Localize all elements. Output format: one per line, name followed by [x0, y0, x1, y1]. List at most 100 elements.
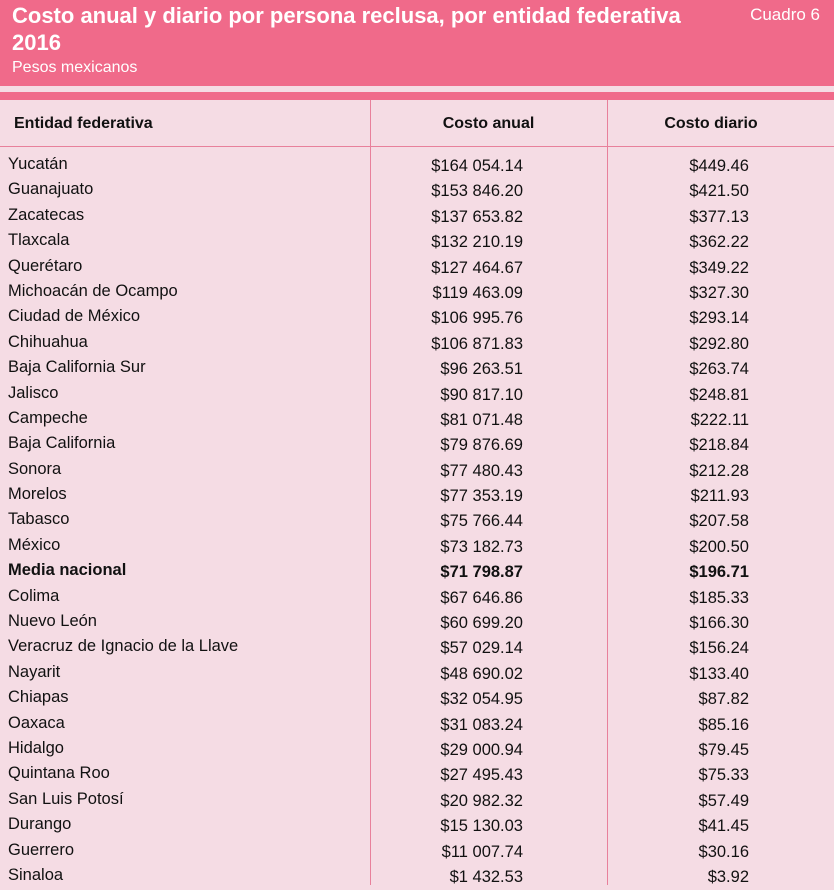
- cell-entidad: Zacatecas: [8, 205, 85, 224]
- cell-costo-diario: $133.40: [689, 664, 749, 683]
- table-title: Costo anual y diario por persona reclusa…: [12, 3, 681, 55]
- cell-costo-diario: $218.84: [689, 436, 749, 455]
- cell-costo-anual: $119 463.09: [432, 283, 523, 302]
- cell-costo-diario: $212.28: [689, 461, 749, 480]
- table-row: San Luis Potosí $20 982.32 $57.49: [0, 787, 834, 812]
- header-divider: [0, 146, 834, 147]
- cell-costo-anual: $164 054.14: [431, 157, 523, 175]
- cell-entidad: Campeche: [8, 408, 88, 427]
- cell-costo-diario: $293.14: [689, 309, 749, 328]
- cell-costo-anual: $153 846.20: [431, 182, 523, 201]
- cell-costo-anual: $77 480.43: [440, 461, 523, 480]
- cell-costo-anual: $73 182.73: [440, 537, 523, 556]
- table-row: Yucatán $164 054.14 $449.46: [0, 152, 834, 177]
- table-row: Ciudad de México $106 995.76 $293.14: [0, 304, 834, 329]
- cell-entidad: Veracruz de Ignacio de la Llave: [8, 637, 239, 656]
- cell-costo-anual: $79 876.69: [440, 436, 523, 455]
- cell-costo-anual: $60 699.20: [440, 614, 523, 633]
- table-row: Guerrero $11 007.74 $30.16: [0, 838, 834, 863]
- column-divider: [370, 100, 371, 885]
- cell-entidad: Durango: [8, 815, 72, 834]
- cell-entidad: Baja California: [8, 434, 116, 453]
- cell-costo-anual: $11 007.74: [441, 842, 523, 861]
- cell-costo-diario: $222.11: [690, 410, 749, 429]
- cell-costo-anual: $67 646.86: [440, 588, 523, 607]
- cell-entidad: Jalisco: [8, 383, 59, 402]
- cell-costo-anual: $77 353.19: [440, 487, 523, 506]
- table-row: Nuevo León $60 699.20 $166.30: [0, 609, 834, 634]
- cell-entidad: Tabasco: [8, 510, 70, 529]
- cell-costo-anual: $27 495.43: [440, 766, 523, 785]
- cell-entidad: Guanajuato: [8, 180, 94, 199]
- cell-costo-anual: $1 432.53: [449, 867, 523, 886]
- cell-costo-diario: $185.33: [689, 588, 749, 607]
- cell-costo-diario: $263.74: [689, 360, 749, 379]
- cell-entidad: Ciudad de México: [8, 307, 141, 326]
- cell-costo-anual: $96 263.51: [440, 360, 523, 379]
- column-header-costo-anual: Costo anual: [442, 115, 535, 132]
- table-number-label: Cuadro 6: [750, 5, 820, 24]
- table-row: Guanajuato $153 846.20 $421.50: [0, 177, 834, 202]
- cell-costo-diario: $41.45: [698, 817, 749, 836]
- cell-costo-anual: $75 766.44: [440, 512, 523, 531]
- column-header-costo-diario: Costo diario: [664, 115, 758, 132]
- cell-entidad: Hidalgo: [8, 738, 64, 757]
- cell-entidad: Sinaloa: [8, 865, 64, 884]
- cell-costo-diario: $57.49: [698, 791, 749, 810]
- table-row: Quintana Roo $27 495.43 $75.33: [0, 761, 834, 786]
- cell-costo-diario: $327.30: [689, 283, 749, 302]
- table-row: Querétaro $127 464.67 $349.22: [0, 254, 834, 279]
- cell-costo-anual: $127 464.67: [431, 258, 523, 277]
- table-row: Morelos $77 353.19 $211.93: [0, 482, 834, 507]
- cell-costo-diario: $248.81: [689, 385, 749, 404]
- cell-entidad: Oaxaca: [8, 713, 65, 732]
- cell-costo-anual: $29 000.94: [440, 740, 523, 759]
- cell-costo-anual: $90 817.10: [440, 385, 523, 404]
- table-row: México $73 182.73 $200.50: [0, 533, 834, 558]
- cell-entidad: Morelos: [8, 485, 67, 504]
- table-row: Durango $15 130.03 $41.45: [0, 812, 834, 837]
- table-row: Nayarit $48 690.02 $133.40: [0, 660, 834, 685]
- table-header-banner: Costo anual y diario por persona reclusa…: [0, 0, 834, 86]
- cell-costo-diario: $421.50: [689, 182, 749, 201]
- table-row: Tabasco $75 766.44 $207.58: [0, 507, 834, 532]
- cell-entidad: Nuevo León: [8, 612, 97, 631]
- cell-entidad: México: [8, 535, 61, 554]
- cell-entidad: Sonora: [8, 459, 62, 478]
- cell-costo-anual: $15 130.03: [440, 817, 523, 836]
- cell-costo-anual: $137 653.82: [431, 207, 523, 226]
- table-row: Veracruz de Ignacio de la Llave $57 029.1…: [0, 634, 834, 659]
- cell-entidad: Querétaro: [8, 256, 83, 275]
- cell-costo-anual: $57 029.14: [440, 639, 523, 658]
- cell-costo-diario: $75.33: [698, 766, 749, 785]
- table-row: Tlaxcala $132 210.19 $362.22: [0, 228, 834, 253]
- column-header-entidad: Entidad federativa: [14, 115, 153, 132]
- cell-costo-diario: $377.13: [689, 207, 749, 226]
- table-row: Chiapas $32 054.95 $87.82: [0, 685, 834, 710]
- table-row: Colima $67 646.86 $185.33: [0, 584, 834, 609]
- cell-costo-anual: $81 071.48: [440, 410, 523, 429]
- cell-costo-diario: $349.22: [689, 258, 749, 277]
- header-gap: [0, 86, 834, 92]
- table-row: Sinaloa $1 432.53 $3.92: [0, 863, 834, 888]
- cell-entidad: Michoacán de Ocampo: [8, 281, 178, 300]
- cell-costo-anual: $106 995.76: [431, 309, 523, 328]
- cell-costo-anual: $20 982.32: [440, 791, 523, 810]
- cell-entidad: Quintana Roo: [8, 764, 110, 783]
- header-rule-band: [0, 92, 834, 100]
- cell-costo-diario: $207.58: [689, 512, 749, 531]
- cell-entidad: San Luis Potosí: [8, 789, 124, 808]
- cell-costo-anual: $32 054.95: [440, 690, 523, 709]
- table-row: Baja California $79 876.69 $218.84: [0, 431, 834, 456]
- cell-costo-diario: $292.80: [689, 334, 749, 353]
- cell-entidad: Baja California Sur: [8, 358, 146, 377]
- cell-costo-anual: $106 871.83: [431, 334, 523, 353]
- cell-entidad: Yucatán: [8, 155, 68, 173]
- cell-costo-diario: $156.24: [689, 639, 749, 658]
- table-row: Sonora $77 480.43 $212.28: [0, 457, 834, 482]
- table-subtitle: Pesos mexicanos: [12, 59, 138, 76]
- cell-costo-anual: $71 798.87: [440, 563, 523, 582]
- cell-costo-diario: $200.50: [689, 537, 749, 556]
- column-divider: [607, 100, 608, 885]
- table-row: Campeche $81 071.48 $222.11: [0, 406, 834, 431]
